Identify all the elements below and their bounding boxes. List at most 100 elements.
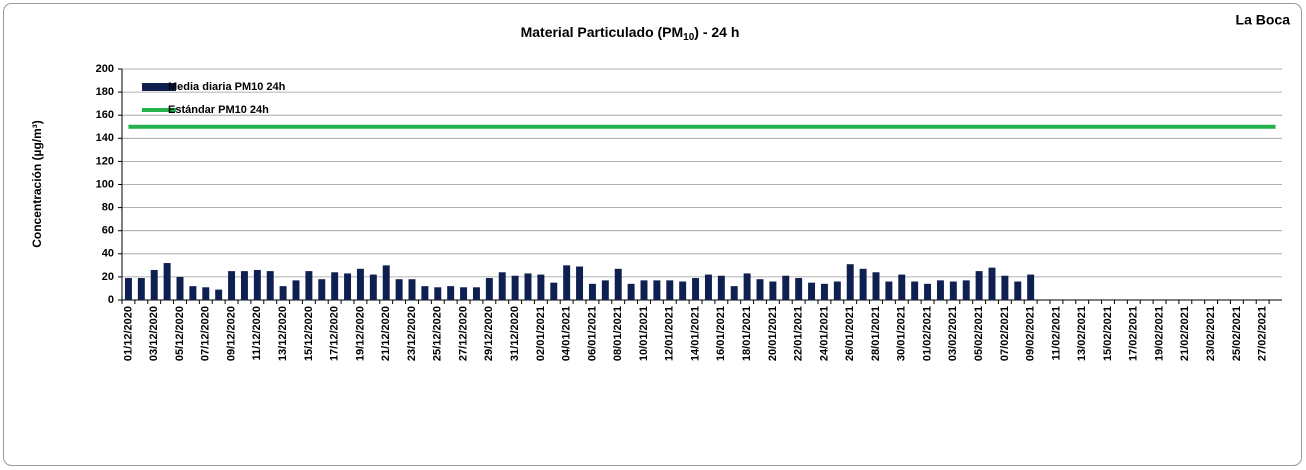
- x-tick-label: 01/12/2020: [122, 306, 134, 361]
- bar: [614, 268, 622, 300]
- x-tick-label: 11/02/2021: [1050, 306, 1062, 360]
- bar: [563, 265, 571, 300]
- x-tick-label: 13/02/2021: [1076, 306, 1088, 361]
- bar: [601, 280, 609, 300]
- bar: [344, 273, 352, 300]
- x-tick-label: 25/02/2021: [1231, 306, 1243, 361]
- x-tick-label: 14/01/2021: [689, 306, 701, 361]
- legend-label: Media diaria PM10 24h: [168, 81, 286, 93]
- x-tick-label: 21/12/2020: [380, 306, 392, 361]
- x-tick-label: 24/01/2021: [818, 306, 830, 361]
- x-tick-label: 09/12/2020: [225, 306, 237, 361]
- bar: [730, 286, 738, 300]
- bar: [666, 280, 674, 300]
- y-tick-label: 200: [96, 63, 114, 75]
- chart-frame: [3, 3, 1302, 466]
- x-tick-label: 18/01/2021: [741, 306, 753, 361]
- bar: [253, 269, 261, 300]
- x-tick-label: 11/12/2020: [251, 306, 263, 360]
- x-tick-label: 03/02/2021: [947, 306, 959, 361]
- bar: [795, 278, 803, 300]
- bar: [266, 271, 274, 300]
- bar: [550, 282, 558, 300]
- x-tick-label: 12/01/2021: [664, 306, 676, 361]
- x-tick-label: 05/02/2021: [973, 306, 985, 361]
- bar: [498, 272, 506, 300]
- bar: [924, 283, 932, 300]
- x-tick-label: 06/01/2021: [586, 306, 598, 361]
- bar: [872, 272, 880, 300]
- bar: [782, 275, 790, 300]
- bar: [163, 263, 171, 300]
- x-tick-label: 19/12/2020: [354, 306, 366, 361]
- x-tick-label: 23/12/2020: [406, 306, 418, 361]
- bar: [988, 267, 996, 300]
- bar: [318, 279, 326, 300]
- y-tick-label: 20: [102, 271, 114, 283]
- y-tick-label: 80: [102, 202, 114, 214]
- bar: [808, 282, 816, 300]
- x-tick-label: 29/12/2020: [483, 306, 495, 361]
- bar: [1027, 274, 1035, 300]
- y-tick-label: 180: [96, 86, 114, 98]
- bar: [756, 279, 764, 300]
- bar: [936, 280, 944, 300]
- y-tick-label: 0: [108, 294, 114, 306]
- bar: [717, 275, 725, 300]
- bar: [820, 283, 828, 300]
- x-tick-label: 26/01/2021: [844, 306, 856, 361]
- x-tick-label: 25/12/2020: [432, 306, 444, 361]
- x-tick-label: 05/12/2020: [174, 306, 186, 361]
- bar: [137, 278, 145, 300]
- y-tick-label: 160: [96, 109, 114, 121]
- bar: [962, 280, 970, 300]
- bar: [885, 281, 893, 300]
- x-tick-label: 09/02/2021: [1025, 306, 1037, 361]
- x-tick-label: 23/02/2021: [1205, 306, 1217, 361]
- bar: [485, 278, 493, 300]
- bar: [537, 274, 545, 300]
- x-tick-label: 19/02/2021: [1153, 306, 1165, 361]
- bar: [1014, 281, 1022, 300]
- x-tick-label: 15/02/2021: [1102, 306, 1114, 361]
- x-tick-label: 20/01/2021: [767, 306, 779, 361]
- bar: [202, 287, 210, 300]
- legend-swatch: [142, 83, 176, 91]
- x-tick-label: 07/02/2021: [999, 306, 1011, 361]
- bar: [189, 286, 197, 300]
- bar: [640, 280, 648, 300]
- x-tick-label: 30/01/2021: [896, 306, 908, 361]
- x-tick-label: 27/12/2020: [457, 306, 469, 361]
- bar: [240, 271, 248, 300]
- bar: [305, 271, 313, 300]
- bar: [975, 271, 983, 300]
- bar: [382, 265, 390, 300]
- bar: [279, 286, 287, 300]
- bar: [1001, 275, 1009, 300]
- bar: [292, 280, 300, 300]
- x-tick-label: 28/01/2021: [870, 306, 882, 361]
- y-tick-label: 60: [102, 225, 114, 237]
- bar: [911, 281, 919, 300]
- x-tick-label: 17/02/2021: [1128, 306, 1140, 361]
- x-tick-label: 21/02/2021: [1179, 306, 1191, 361]
- bar: [421, 286, 429, 300]
- title-text: Material Particulado (PM: [521, 24, 684, 40]
- x-tick-label: 13/12/2020: [277, 306, 289, 361]
- x-tick-label: 01/02/2021: [921, 306, 933, 361]
- x-tick-label: 04/01/2021: [561, 306, 573, 361]
- bar: [176, 276, 184, 300]
- x-tick-label: 22/01/2021: [793, 306, 805, 361]
- y-axis-label: Concentración (µg/m³): [30, 120, 44, 248]
- bar: [150, 269, 158, 300]
- x-tick-label: 17/12/2020: [329, 306, 341, 361]
- bar: [460, 287, 468, 300]
- x-tick-label: 07/12/2020: [200, 306, 212, 361]
- bar: [511, 275, 519, 300]
- bar: [215, 289, 223, 300]
- y-tick-label: 140: [96, 132, 114, 144]
- bar: [408, 279, 416, 300]
- bar: [447, 286, 455, 300]
- y-tick-label: 120: [96, 155, 114, 167]
